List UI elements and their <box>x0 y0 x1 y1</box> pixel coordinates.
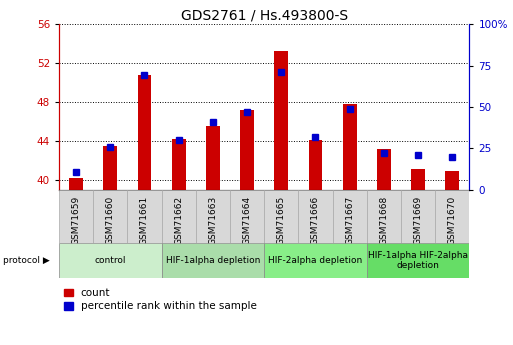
Bar <box>411 169 425 190</box>
Bar <box>127 190 162 243</box>
Bar <box>230 190 264 243</box>
Bar <box>240 110 254 190</box>
Bar <box>332 190 367 243</box>
Bar <box>343 104 357 190</box>
Text: GSM71663: GSM71663 <box>208 196 218 245</box>
Legend: count, percentile rank within the sample: count, percentile rank within the sample <box>64 288 256 311</box>
Text: protocol ▶: protocol ▶ <box>3 256 49 265</box>
Text: HIF-1alpha depletion: HIF-1alpha depletion <box>166 256 260 265</box>
Bar <box>264 190 299 243</box>
Bar <box>445 171 459 190</box>
Text: GSM71662: GSM71662 <box>174 196 183 245</box>
Bar <box>172 139 186 190</box>
Bar <box>162 243 264 278</box>
Text: HIF-2alpha depletion: HIF-2alpha depletion <box>268 256 363 265</box>
Bar <box>59 243 162 278</box>
Text: control: control <box>94 256 126 265</box>
Bar <box>162 190 196 243</box>
Bar <box>196 190 230 243</box>
Bar <box>69 178 83 190</box>
Bar <box>264 243 367 278</box>
Title: GDS2761 / Hs.493800-S: GDS2761 / Hs.493800-S <box>181 9 348 23</box>
Text: GSM71669: GSM71669 <box>413 196 423 245</box>
Bar <box>367 243 469 278</box>
Bar <box>137 75 151 190</box>
Text: GSM71661: GSM71661 <box>140 196 149 245</box>
Text: GSM71659: GSM71659 <box>72 196 81 245</box>
Bar <box>299 190 332 243</box>
Text: GSM71670: GSM71670 <box>448 196 457 245</box>
Bar <box>367 190 401 243</box>
Text: GSM71664: GSM71664 <box>243 196 251 245</box>
Bar <box>309 140 322 190</box>
Text: GSM71665: GSM71665 <box>277 196 286 245</box>
Text: GSM71667: GSM71667 <box>345 196 354 245</box>
Text: GSM71666: GSM71666 <box>311 196 320 245</box>
Bar <box>59 190 93 243</box>
Bar <box>401 190 435 243</box>
Bar <box>377 149 391 190</box>
Bar <box>104 146 117 190</box>
Bar <box>206 126 220 190</box>
Bar <box>274 51 288 190</box>
Text: GSM71668: GSM71668 <box>380 196 388 245</box>
Text: HIF-1alpha HIF-2alpha
depletion: HIF-1alpha HIF-2alpha depletion <box>368 251 468 270</box>
Bar <box>435 190 469 243</box>
Text: GSM71660: GSM71660 <box>106 196 115 245</box>
Bar <box>93 190 127 243</box>
